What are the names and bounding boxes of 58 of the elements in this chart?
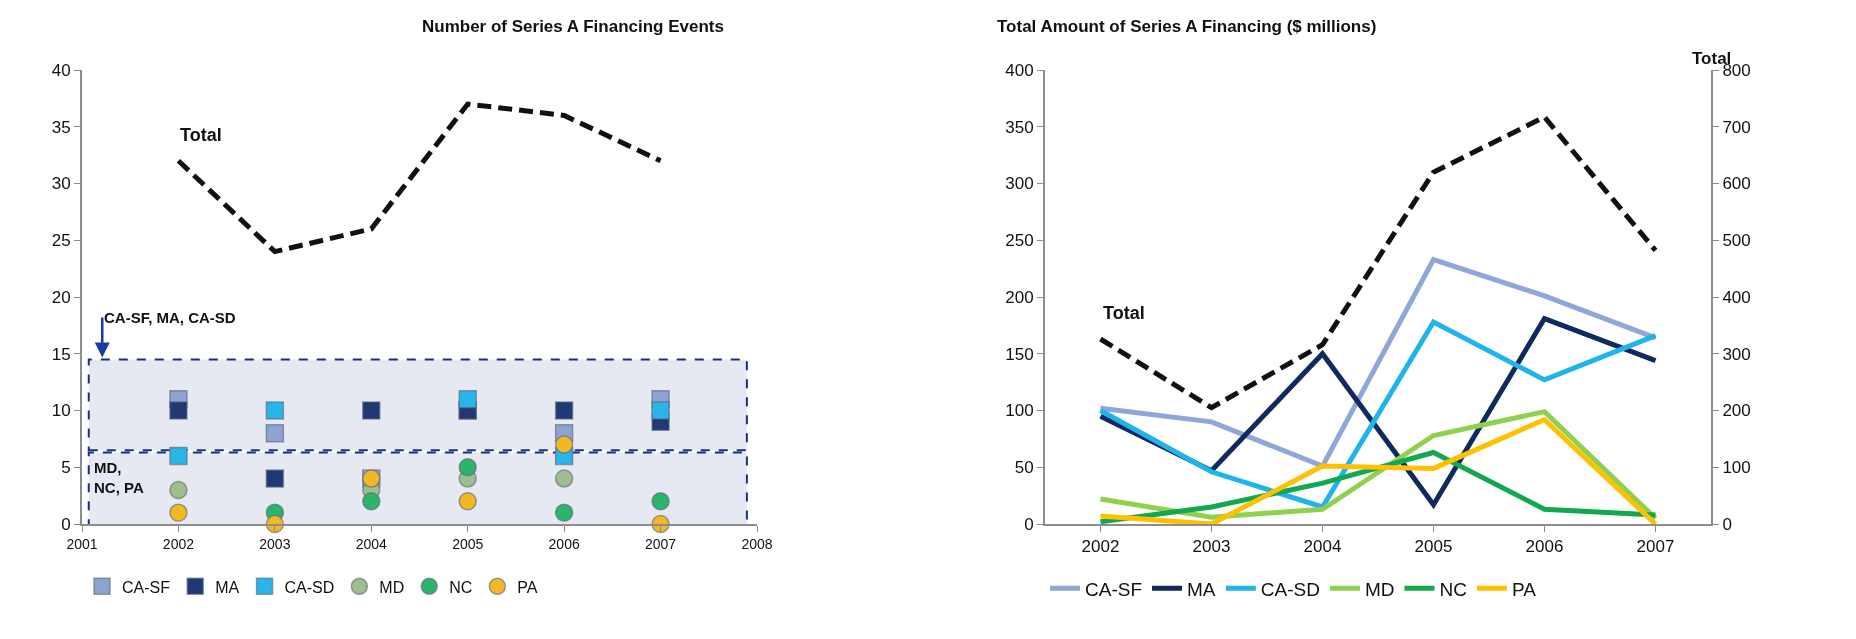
legend-label: CA-SF — [122, 578, 171, 596]
x-tick-label: 2007 — [644, 535, 677, 552]
y-tick-label: 250 — [1005, 231, 1034, 251]
y-tick-label: 15 — [51, 344, 71, 364]
x-tick-label: 2002 — [162, 535, 195, 552]
x-tick-label: 2004 — [355, 535, 388, 552]
legend-label: NC — [449, 578, 473, 596]
x-tick-label: 2006 — [1525, 537, 1564, 557]
y2-tick-label: 200 — [1722, 401, 1751, 421]
legend-label: MA — [1187, 578, 1216, 600]
y-tick-label: 350 — [1005, 117, 1034, 137]
y-tick-label: 25 — [51, 231, 71, 251]
x-tick-label: 2006 — [548, 535, 580, 552]
y-tick-label: 400 — [1005, 60, 1034, 80]
series-label: Total — [1103, 303, 1145, 323]
x-tick-label: 2004 — [1303, 537, 1342, 557]
y-tick-label: 20 — [51, 287, 71, 307]
y2-tick-label: 500 — [1722, 231, 1751, 251]
legend-label: CA-SD — [284, 578, 335, 596]
y2-tick-label: 100 — [1722, 458, 1751, 478]
x-tick-label: 2005 — [452, 535, 484, 552]
x-tick-label: 2008 — [741, 535, 773, 552]
legend-label: NC — [1439, 578, 1467, 600]
y-tick-label: 100 — [1005, 401, 1034, 421]
y-tick-label: 10 — [51, 401, 71, 421]
x-tick-label: 2001 — [66, 535, 98, 552]
y-tick-label: 200 — [1005, 287, 1034, 307]
x-tick-label: 2003 — [1192, 537, 1231, 557]
y-tick-label: 40 — [51, 60, 71, 80]
x-tick-label: 2003 — [259, 535, 291, 552]
y-tick-label: 50 — [1014, 458, 1034, 478]
band-label: MD, NC, PA — [94, 459, 144, 496]
chart-title: Total Amount of Series A Financing ($ millions) — [997, 17, 1377, 36]
chart-title: Number of Series A Financing Events — [422, 17, 724, 36]
y2-tick-label: 600 — [1722, 174, 1751, 194]
x-tick-label: 2005 — [1414, 537, 1453, 557]
legend-label: CA-SD — [1260, 578, 1320, 600]
y-tick-label: 5 — [61, 458, 71, 478]
series-label: Total — [180, 125, 222, 145]
legend-label: MD — [1364, 578, 1395, 600]
legend-label: CA-SF — [1085, 578, 1142, 600]
legend-label: PA — [1511, 578, 1537, 600]
y2-tick-label: 300 — [1722, 344, 1751, 364]
legend-label: MA — [215, 578, 240, 596]
y2-tick-label: 0 — [1722, 514, 1732, 534]
x-tick-label: 2007 — [1636, 537, 1675, 557]
y-tick-label: 150 — [1005, 344, 1034, 364]
y2-tick-label: 400 — [1722, 287, 1751, 307]
y-tick-label: 0 — [61, 514, 71, 534]
y2-tick-label: 700 — [1722, 117, 1751, 137]
legend-label: PA — [517, 578, 538, 596]
band-label: CA-SF, MA, CA-SD — [104, 309, 236, 326]
y-tick-label: 30 — [51, 174, 71, 194]
x-tick-label: 2002 — [1081, 537, 1120, 557]
y-tick-label: 35 — [51, 117, 71, 137]
y-tick-label: 0 — [1024, 514, 1034, 534]
legend-label: MD — [379, 578, 405, 596]
y-tick-label: 300 — [1005, 174, 1034, 194]
